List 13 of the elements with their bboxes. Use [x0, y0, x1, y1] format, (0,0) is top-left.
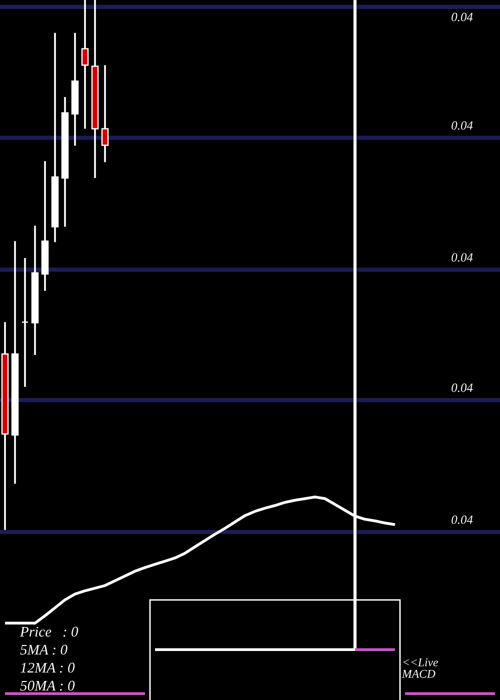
annotation: 12MA : 0 [20, 662, 75, 673]
annotation: 0.04 [452, 12, 473, 22]
candlestick [101, 64, 109, 164]
annotation: 0.04 [452, 515, 473, 524]
annotation: <<Live MACD [402, 658, 438, 678]
annotation: 0.04 [452, 121, 473, 130]
annotation: 50MA : 0 [20, 680, 75, 691]
candlestick [81, 0, 89, 130]
annotation: 5MA : 0 [20, 644, 68, 655]
candlestick [21, 257, 29, 388]
annotation: 0.04 [452, 384, 473, 392]
annotation: Price : 0 [20, 626, 78, 637]
annotation: 0.04 [452, 253, 473, 262]
